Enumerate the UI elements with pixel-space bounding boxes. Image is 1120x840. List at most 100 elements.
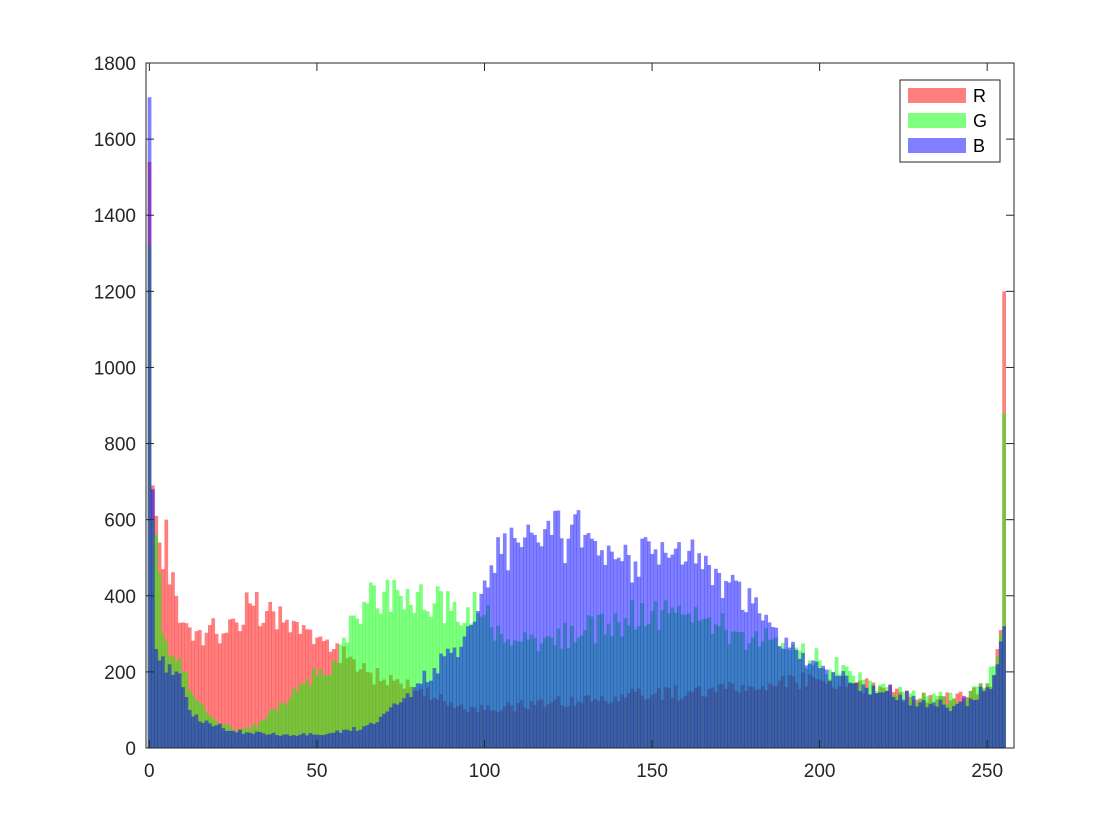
bar [261, 733, 266, 748]
x-tick-label: 200 [804, 761, 836, 782]
bar [372, 585, 376, 748]
bar [580, 547, 584, 748]
bar [258, 732, 262, 748]
bar [1002, 626, 1006, 748]
legend-swatch-R [908, 88, 966, 103]
bar [164, 519, 169, 748]
bar [854, 682, 859, 748]
bar [248, 603, 252, 748]
bar [154, 649, 159, 748]
bar [633, 561, 638, 748]
bar [251, 733, 256, 748]
bar [311, 734, 316, 748]
bar [740, 609, 745, 748]
bar [385, 579, 390, 748]
bar [864, 687, 869, 748]
bar [566, 538, 571, 748]
bar [600, 550, 604, 748]
bar [268, 601, 273, 748]
bar [985, 687, 990, 748]
bar [358, 729, 363, 748]
bar [321, 735, 326, 748]
bar [817, 668, 822, 748]
bar [258, 626, 262, 748]
bar [925, 707, 929, 748]
bar [791, 641, 795, 748]
bar [871, 685, 876, 748]
bar [305, 735, 309, 748]
bar [764, 614, 769, 748]
bar [523, 537, 527, 748]
bar [874, 693, 879, 748]
bar [774, 627, 779, 748]
bar [747, 588, 752, 748]
bar [157, 660, 162, 748]
bar [868, 694, 872, 748]
bar [415, 683, 420, 748]
y-tick-label: 400 [104, 587, 136, 608]
bar [291, 620, 296, 748]
bar [254, 731, 259, 748]
bar [362, 726, 366, 748]
axes-box [145, 62, 1015, 749]
bar [218, 723, 222, 748]
bar [737, 581, 742, 748]
bar [412, 687, 417, 748]
bar [757, 613, 762, 748]
bar [231, 730, 236, 749]
legend-label-R: R [973, 86, 986, 106]
bar [295, 622, 299, 748]
bar [1002, 413, 1006, 748]
bar [519, 547, 524, 748]
bar [288, 697, 293, 748]
bar [714, 568, 718, 748]
bar [898, 694, 903, 748]
bar [998, 641, 1003, 748]
bar [472, 621, 477, 748]
bar [931, 702, 936, 748]
bar [208, 723, 212, 748]
ticks-layer: 0 50 100 150 200 250 0 200 400 600 800 1000 1200 1400… [94, 54, 1014, 782]
bar [305, 679, 309, 748]
bar [838, 676, 842, 748]
y-tick-label: 1000 [94, 358, 136, 379]
bar [345, 729, 350, 748]
bar [921, 700, 926, 748]
bar [452, 647, 457, 748]
bar [171, 674, 175, 748]
bar [496, 537, 500, 748]
bar [804, 665, 809, 748]
bar [717, 572, 722, 748]
bar [982, 691, 986, 748]
bar [271, 732, 276, 748]
bar [365, 603, 370, 748]
bar [187, 709, 192, 748]
bar [281, 622, 286, 748]
bar [660, 542, 665, 748]
bar [375, 722, 380, 748]
bar [512, 537, 517, 748]
bar [935, 706, 939, 748]
bar [727, 582, 732, 748]
bar [720, 598, 725, 748]
bar [321, 676, 326, 748]
bar [308, 685, 313, 748]
bar [911, 695, 916, 748]
bar [392, 703, 397, 748]
bar [271, 708, 276, 748]
bar [988, 689, 993, 748]
bar [181, 687, 185, 748]
bar [208, 625, 212, 748]
bar [811, 660, 815, 748]
bar [593, 540, 598, 748]
bar [492, 572, 497, 748]
bar [851, 683, 856, 748]
bar [218, 643, 222, 748]
y-tick-label: 200 [104, 663, 136, 684]
bar [221, 633, 226, 748]
bar [677, 542, 681, 748]
bar [992, 674, 996, 748]
bar [841, 671, 846, 748]
bar [378, 716, 383, 748]
bar [486, 587, 490, 748]
